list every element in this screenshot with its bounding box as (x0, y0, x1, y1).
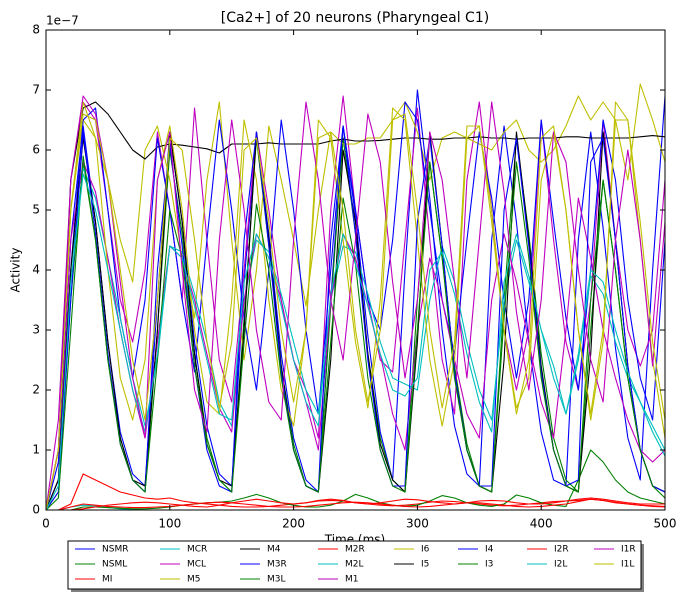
y-tick-label: 7 (32, 83, 40, 97)
x-tick-label: 500 (654, 517, 677, 531)
legend-label: M2R (345, 545, 365, 555)
legend: NSMR NSML MI MCR MCL M5 M4 M3R M3L M2R M2L M1 I6 I5 I4… (67, 540, 644, 592)
series-line (46, 113, 665, 510)
legend-label: NSML (102, 560, 127, 570)
chart-title: [Ca2+] of 20 neurons (Pharyngeal C1) (221, 10, 489, 26)
y-offset-label: 1e−7 (46, 14, 79, 28)
y-tick-label: 5 (32, 203, 40, 217)
series-line (46, 498, 665, 510)
y-tick-label: 2 (32, 383, 40, 397)
x-tick-label: 0 (42, 517, 50, 531)
legend-label: NSMR (102, 545, 128, 555)
x-tick-label: 100 (158, 517, 181, 531)
series-line (46, 83, 665, 510)
y-tick-label: 3 (32, 323, 40, 337)
legend-label: MCR (187, 545, 207, 555)
legend-label: M1 (345, 575, 359, 585)
x-tick-label: 300 (406, 517, 429, 531)
legend-label: MCL (187, 560, 206, 570)
ticks: 0 100 200 300 400 500 0 1 2 3 4 5 6 7 8 (32, 23, 676, 531)
series-line (46, 95, 665, 510)
legend-label: M3L (267, 575, 286, 585)
legend-label: I4 (485, 545, 494, 555)
legend-label: M5 (187, 575, 201, 585)
y-tick-label: 6 (32, 143, 40, 157)
y-axis-label: Activity (9, 248, 23, 293)
y-tick-label: 1 (32, 443, 40, 457)
legend-label: I1L (621, 560, 634, 570)
series-line (46, 173, 665, 510)
series-line (46, 101, 665, 510)
legend-label: MI (102, 575, 112, 585)
legend-label: M2L (345, 560, 364, 570)
legend-label: I2R (554, 545, 569, 555)
legend-label: M4 (267, 545, 281, 555)
y-tick-label: 8 (32, 23, 40, 37)
legend-label: M3R (267, 560, 287, 570)
series-line (46, 449, 665, 510)
y-tick-label: 0 (32, 503, 40, 517)
x-tick-label: 200 (282, 517, 305, 531)
plot-lines (46, 83, 665, 510)
legend-label: I6 (421, 545, 430, 555)
legend-label: I3 (485, 560, 493, 570)
x-tick-label: 400 (530, 517, 553, 531)
legend-label: I2L (554, 560, 567, 570)
y-tick-label: 4 (32, 263, 40, 277)
legend-label: I5 (421, 560, 429, 570)
legend-label: I1R (621, 545, 636, 555)
series-line (46, 101, 665, 510)
series-line (46, 497, 665, 510)
